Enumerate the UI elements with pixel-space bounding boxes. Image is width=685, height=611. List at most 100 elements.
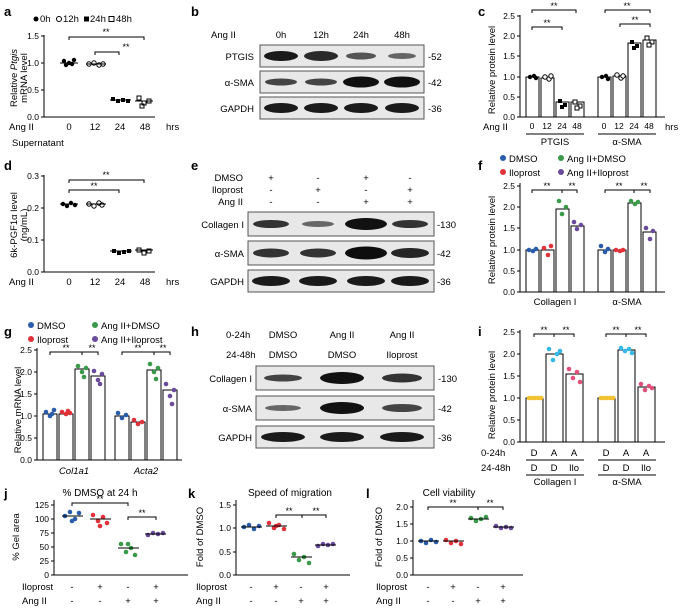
svg-text:0.0: 0.0 [503,437,515,447]
svg-text:+: + [450,582,456,593]
panel-g-label: g [4,324,12,339]
panel-l-xrows: Iloprost Ang II - + - + - - + + [376,582,506,607]
svg-text:DMSO: DMSO [269,350,298,361]
svg-text:D: D [623,463,630,474]
svg-text:0.0: 0.0 [20,455,32,465]
svg-text:α-SMA: α-SMA [612,477,642,488]
svg-text:-: - [364,185,367,196]
svg-text:D: D [551,463,558,474]
svg-text:+: + [323,582,329,593]
svg-text:Collagen I: Collagen I [201,220,244,231]
svg-text:25: 25 [40,556,50,566]
panel-h: h 0-24h 24-48h DMSO Ang II Ang II DMSO D… [191,324,457,449]
panel-a-yticks: 0.0 0.5 1.0 1.5 [27,31,44,122]
panel-g-sig: ** ** ** ** [49,343,171,355]
panel-f-ylabel: Relative protein level [487,196,498,284]
svg-text:24: 24 [629,121,639,131]
svg-text:0.0: 0.0 [27,112,39,122]
svg-text:125: 125 [35,500,49,510]
svg-text:**: ** [543,181,551,191]
svg-text:hrs: hrs [665,122,678,133]
svg-text:+: + [500,582,506,593]
panel-d-ylabel: 6k-PGF1α level [9,192,20,258]
svg-text:**: ** [102,170,110,180]
panel-d: Supernatant d 6k-PGF1α level (ng/mL) 0.0… [4,138,179,288]
svg-text:24-48h: 24-48h [481,463,511,474]
svg-text:**: ** [96,494,104,504]
svg-text:Ang II: Ang II [22,596,47,607]
svg-text:DMSO: DMSO [215,173,244,184]
panel-l-title: Cell viability [423,488,476,499]
svg-text:+: + [315,185,321,196]
panel-g: g DMSO Ang II+DMSO Iloprost Ang II+Ilopr… [4,321,182,477]
svg-text:+: + [268,173,274,184]
svg-text:α-SMA: α-SMA [215,249,245,260]
svg-text:Iloprost: Iloprost [212,185,244,196]
svg-text:**: ** [159,343,167,353]
svg-text:12: 12 [90,277,101,288]
svg-text:12: 12 [614,121,624,131]
svg-text:Iloprost: Iloprost [509,168,541,179]
panel-i-points [526,345,655,401]
panel-j-sig: ** ** [71,494,157,520]
panel-j: j % DMSO at 24 h % Gel area 0 25 50 75 1… [3,486,188,607]
panel-i-bars [525,349,656,443]
svg-text:+: + [125,596,131,607]
panel-k-points [241,520,336,566]
svg-text:**: ** [88,343,96,353]
svg-text:α-SMA: α-SMA [612,137,642,148]
svg-text:12: 12 [90,122,101,133]
svg-text:**: ** [543,18,551,28]
panel-j-title: % DMSO at 24 h [62,488,137,499]
panel-c-yticks: 0.0 0.5 1.0 1.5 2.0 2.5 [503,11,520,122]
svg-text:0.0: 0.0 [503,287,515,297]
svg-text:DMSO: DMSO [509,154,538,165]
svg-text:24h: 24h [353,30,369,41]
svg-text:**: ** [550,1,558,11]
panel-c-points [527,35,655,111]
svg-text:1.5: 1.5 [27,31,39,41]
panel-f-sig: ** ** ** ** [531,181,651,193]
svg-text:**: ** [612,325,620,335]
panel-a-points [60,57,153,109]
panel-a-label: a [4,4,12,19]
svg-text:1.5: 1.5 [503,223,515,233]
panel-a-xticks: Ang II 0 12 24 48 hrs [9,122,179,133]
svg-text:DMSO: DMSO [269,330,298,341]
svg-text:2.5: 2.5 [503,327,515,337]
panel-b: b Ang II 0h 12h 24h 48h PTGIS α-SMA GAPD… [191,4,442,120]
svg-text:0.5: 0.5 [396,553,408,563]
svg-text:0: 0 [602,121,607,131]
svg-text:0.0: 0.0 [27,267,39,277]
svg-text:-: - [476,582,479,593]
svg-text:75: 75 [40,528,50,538]
panel-d-yticks: 0.0 0.1 0.2 0.3 [27,171,44,277]
svg-text:Iloprost: Iloprost [22,582,54,593]
svg-text:1.5: 1.5 [396,519,408,529]
panel-c-xticks: Ang II 0 12 24 48 0 12 24 48 hrs PTGIS α… [483,121,678,148]
svg-text:Ang II: Ang II [218,197,243,208]
svg-text:Ang II: Ang II [9,122,34,133]
svg-text:0.0: 0.0 [219,570,231,580]
svg-text:A: A [551,448,558,459]
panel-a-legend-12h: 12h [63,14,79,25]
svg-text:α-SMA: α-SMA [225,78,255,89]
svg-text:-42: -42 [437,249,451,260]
panel-k-yticks: 0.0 0.5 1.0 1.5 [219,500,236,580]
panel-g-yticks: 0.0 0.5 1.0 1.5 2.0 2.5 [20,345,37,465]
svg-text:D: D [531,463,538,474]
svg-text:1.0: 1.0 [219,523,231,533]
svg-text:-: - [126,582,129,593]
svg-text:24: 24 [115,122,126,133]
svg-text:0-24h: 0-24h [481,448,505,459]
svg-text:1.5: 1.5 [503,371,515,381]
panel-k-xrows: Iloprost Ang II - + - + - - + + [196,582,329,607]
svg-text:+: + [407,185,413,196]
svg-text:D: D [603,463,610,474]
panel-d-label: d [4,158,12,173]
svg-text:**: ** [449,498,457,508]
svg-text:**: ** [640,181,648,191]
panel-k-title: Speed of migration [248,488,332,499]
panel-j-xrows: Iloprost Ang II - + - + - - + + [22,582,159,607]
panel-d-sig: ** ** [68,170,145,193]
